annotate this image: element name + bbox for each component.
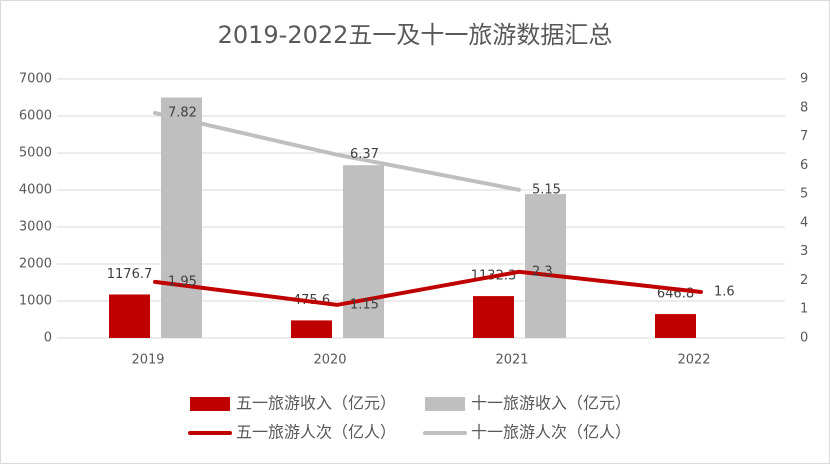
x-tick-label: 2022 [677, 353, 710, 368]
data-label: 1.15 [350, 297, 379, 312]
data-label: 2.3 [532, 264, 553, 279]
line [153, 269, 703, 307]
chart-title: 2019-2022五一及十一旅游数据汇总 [218, 21, 613, 49]
y-tick-label: 6000 [19, 109, 52, 124]
y-tick-label: 1000 [19, 294, 52, 309]
y2-tick-label: 0 [800, 331, 808, 346]
legend-label: 五一旅游收入（亿元） [236, 394, 396, 413]
bar [655, 314, 696, 338]
legend-label: 五一旅游人次（亿人） [236, 423, 396, 442]
y2-tick-label: 5 [800, 187, 808, 202]
legend-swatch [425, 397, 465, 411]
data-label: 7.82 [168, 105, 197, 120]
y-tick-label: 0 [44, 331, 52, 346]
y2-tick-label: 8 [800, 100, 808, 115]
bar [525, 194, 566, 338]
x-tick-label: 2021 [495, 353, 528, 368]
data-label: 1.95 [168, 274, 197, 289]
bar [109, 294, 150, 338]
data-label: 1.6 [714, 284, 735, 299]
bar [473, 296, 514, 338]
y2-tick-label: 9 [800, 72, 808, 87]
legend-swatch [190, 397, 230, 411]
legend-label: 十一旅游人次（亿人） [471, 423, 631, 442]
bar [343, 165, 384, 338]
data-label: 5.15 [532, 182, 561, 197]
y2-tick-label: 4 [800, 215, 808, 230]
data-label: 6.37 [350, 147, 379, 162]
y-tick-label: 2000 [19, 257, 52, 272]
y-tick-label: 4000 [19, 183, 52, 198]
line [153, 110, 521, 192]
data-label: 1176.7 [107, 267, 153, 282]
y-tick-label: 5000 [19, 146, 52, 161]
y2-tick-label: 6 [800, 158, 808, 173]
y2-tick-label: 7 [800, 129, 808, 144]
y2-tick-label: 2 [800, 273, 808, 288]
legend-label: 十一旅游收入（亿元） [471, 394, 631, 413]
bar [161, 97, 202, 338]
bar [291, 320, 332, 338]
y-tick-label: 7000 [19, 72, 52, 87]
y2-tick-label: 1 [800, 302, 808, 317]
x-tick-label: 2019 [131, 353, 164, 368]
y2-tick-label: 3 [800, 244, 808, 259]
y-tick-label: 3000 [19, 220, 52, 235]
x-tick-label: 2020 [313, 353, 346, 368]
